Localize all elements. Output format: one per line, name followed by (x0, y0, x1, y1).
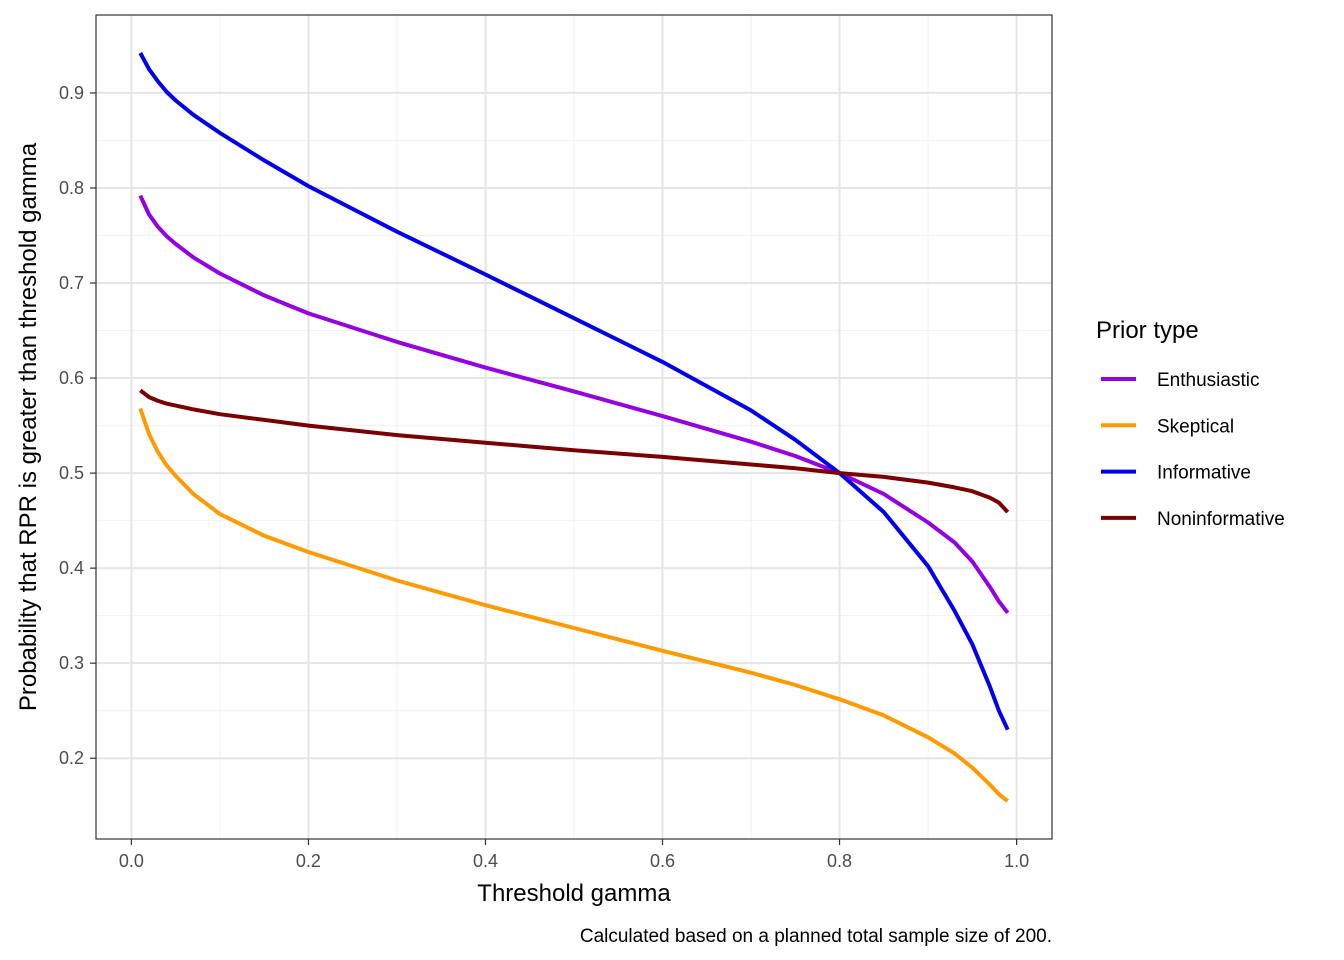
x-tick-label: 0.8 (827, 851, 852, 871)
x-tick-label: 0.4 (473, 851, 498, 871)
x-axis-ticks: 0.0 0.2 0.4 0.6 0.8 1.0 (119, 839, 1029, 871)
y-tick-label: 0.4 (59, 558, 84, 578)
y-tick-label: 0.9 (59, 83, 84, 103)
x-tick-label: 1.0 (1004, 851, 1029, 871)
legend-label-noninformative: Noninformative (1157, 509, 1285, 530)
legend-label-skeptical: Skeptical (1157, 416, 1234, 437)
series-line-informative (138, 52, 1010, 731)
legend: Prior type Enthusiastic Skeptical Informat… (1096, 317, 1285, 530)
y-tick-label: 0.2 (59, 748, 84, 768)
x-tick-label: 0.0 (119, 851, 144, 871)
series-line-skeptical (138, 407, 1009, 803)
chart-caption: Calculated based on a planned total samp… (580, 926, 1052, 947)
y-tick-label: 0.5 (59, 463, 84, 483)
y-tick-label: 0.3 (59, 653, 84, 673)
legend-title: Prior type (1096, 317, 1199, 344)
plot-panel-border (95, 14, 1053, 840)
x-tick-label: 0.2 (296, 851, 321, 871)
x-axis-title: Threshold gamma (477, 880, 671, 907)
y-tick-label: 0.6 (59, 368, 84, 388)
y-tick-label: 0.7 (59, 273, 84, 293)
series-line-enthusiastic (138, 194, 1010, 615)
x-tick-label: 0.6 (650, 851, 675, 871)
y-axis-ticks: 0.2 0.3 0.4 0.5 0.6 0.7 0.8 0.9 (59, 83, 96, 768)
y-tick-label: 0.8 (59, 178, 84, 198)
y-axis-title: Probability that RPR is greater than thr… (15, 142, 42, 711)
series-line-noninformative (139, 388, 1010, 514)
series-lines (138, 52, 1010, 803)
legend-label-enthusiastic: Enthusiastic (1157, 370, 1259, 391)
legend-label-informative: Informative (1157, 463, 1251, 484)
